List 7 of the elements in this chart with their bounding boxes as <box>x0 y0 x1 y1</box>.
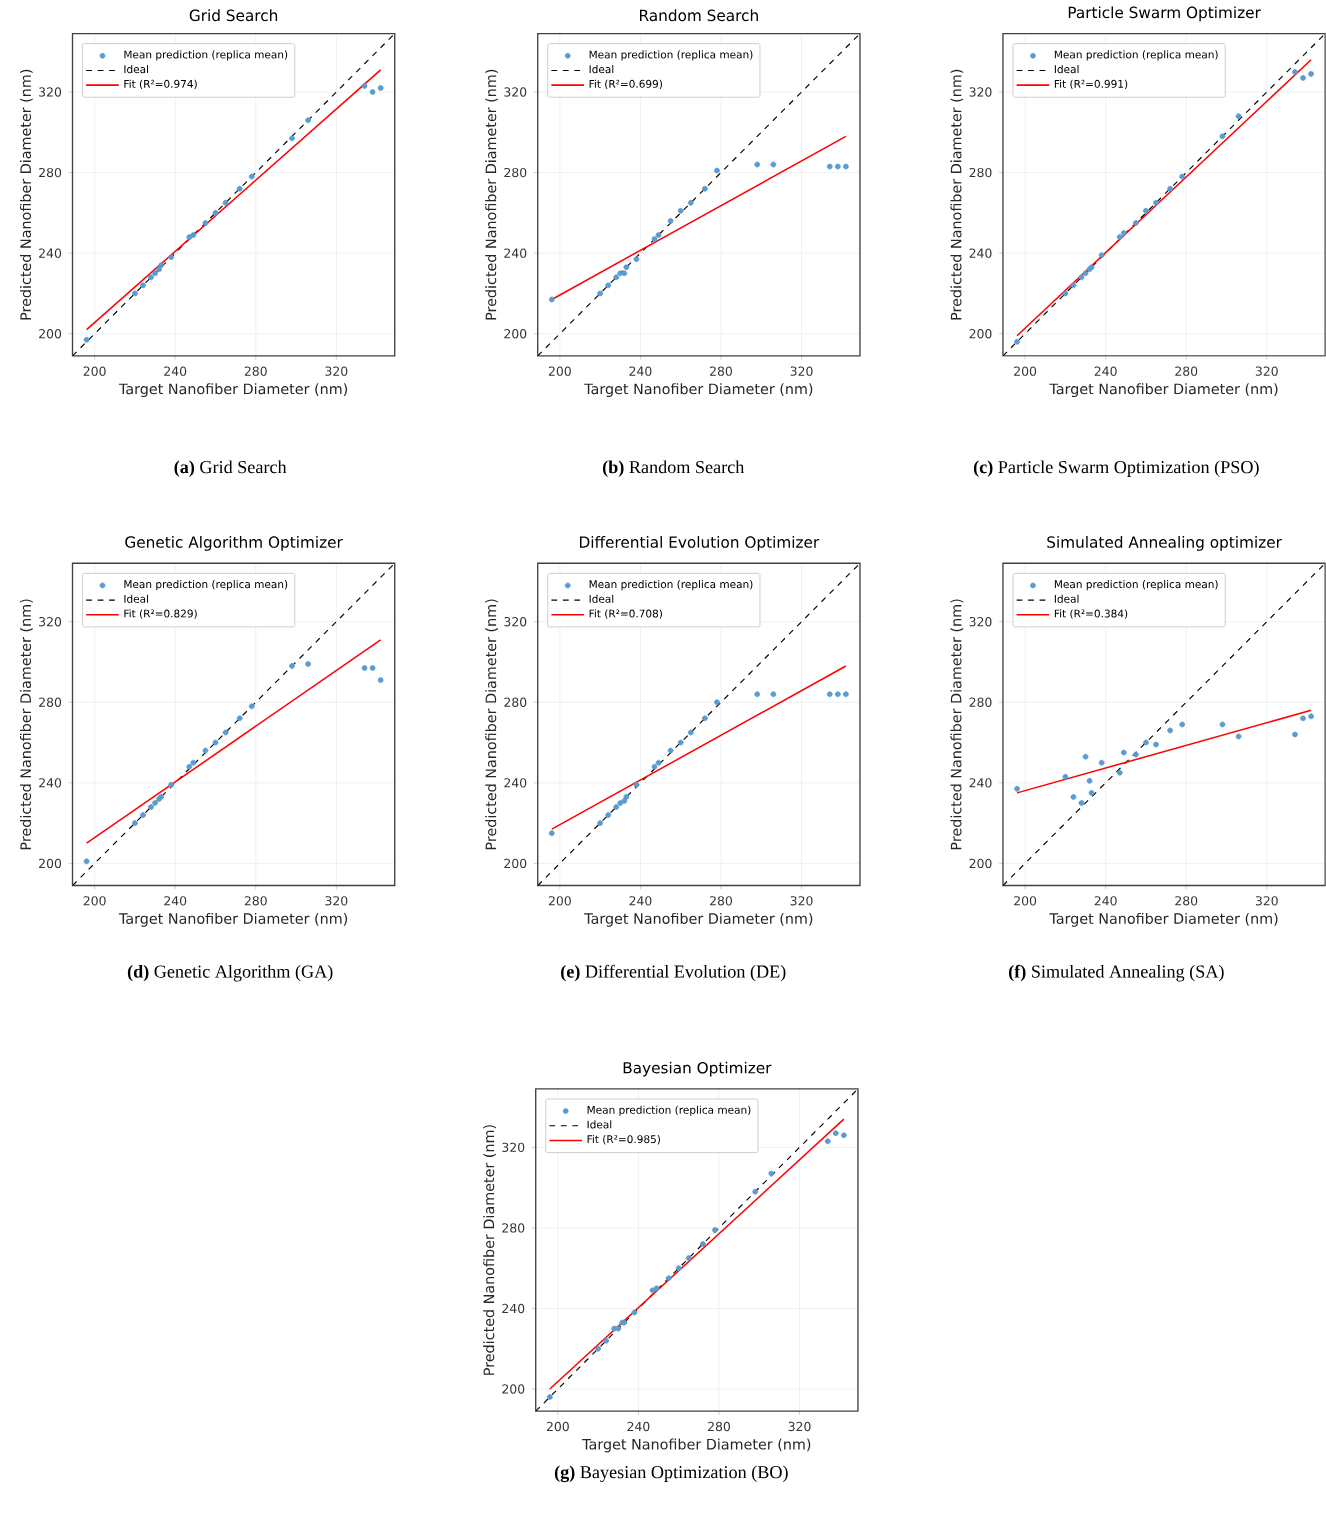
text: (b) Random Search <box>603 460 745 477</box>
text: (g) Bayesian Optimization (BO) <box>554 1465 788 1483</box>
text: (a) Grid Search <box>174 460 287 477</box>
text: (d) Genetic Algorithm (GA) <box>127 964 333 982</box>
text: (c) Particle Swarm Optimization (PSO) <box>974 460 1259 477</box>
text: (f) Simulated Annealing (SA) <box>1009 964 1224 982</box>
text: (e) Differential Evolution (DE) <box>561 964 786 982</box>
